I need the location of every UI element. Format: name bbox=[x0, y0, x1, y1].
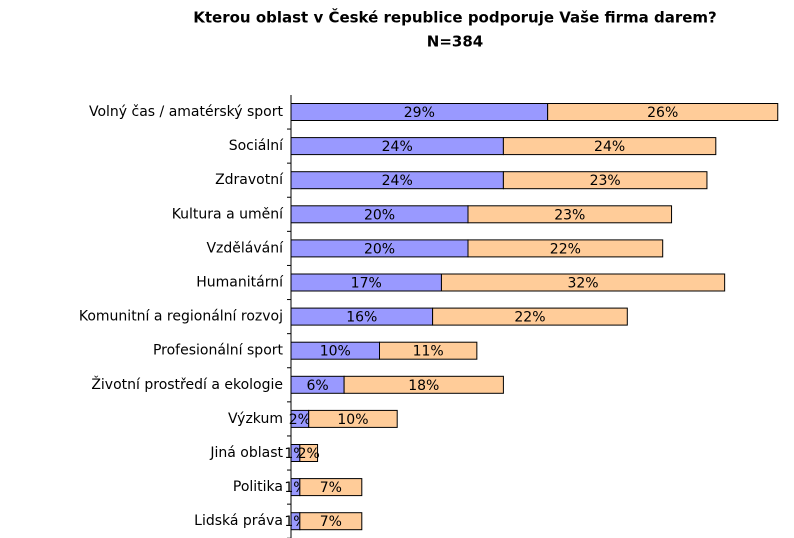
bar-segment bbox=[343, 375, 504, 394]
category-label: Výzkum bbox=[228, 411, 283, 427]
bar-segment bbox=[502, 137, 717, 156]
category-label: Zdravotní bbox=[215, 172, 284, 188]
category-label: Kultura a umění bbox=[172, 206, 284, 222]
category-label: Humanitární bbox=[196, 275, 284, 291]
bar-segment bbox=[502, 171, 708, 190]
value-label: 10% bbox=[337, 412, 368, 428]
value-label: 23% bbox=[590, 173, 621, 189]
value-label: 26% bbox=[647, 105, 678, 121]
value-label: 20% bbox=[364, 241, 395, 257]
value-label: 24% bbox=[382, 173, 413, 189]
value-label: 17% bbox=[351, 276, 382, 292]
category-label: Volný čas / amatérský sport bbox=[89, 104, 284, 120]
category-label: Lidská práva bbox=[194, 513, 283, 529]
value-label: 24% bbox=[382, 139, 413, 155]
bar-segment bbox=[299, 478, 363, 497]
value-label: 7% bbox=[320, 480, 342, 496]
category-label: Vzdělávání bbox=[206, 240, 284, 256]
value-label: 10% bbox=[320, 344, 351, 360]
category-label: Politika bbox=[233, 479, 283, 495]
value-label: 24% bbox=[594, 139, 625, 155]
category-label: Jiná oblast bbox=[209, 445, 283, 461]
bar-segment bbox=[440, 273, 726, 292]
value-label: 6% bbox=[306, 378, 328, 394]
value-label: 2% bbox=[298, 446, 320, 462]
bar-segment bbox=[432, 307, 628, 326]
category-label: Profesionální sport bbox=[153, 343, 284, 359]
value-label: 16% bbox=[346, 310, 377, 326]
value-label: 20% bbox=[364, 207, 395, 223]
category-label: Sociální bbox=[229, 138, 284, 154]
value-label: 32% bbox=[567, 276, 598, 292]
bar-segment bbox=[308, 409, 398, 428]
value-label: 22% bbox=[514, 310, 545, 326]
bar-segment bbox=[299, 512, 363, 531]
value-label: 29% bbox=[404, 105, 435, 121]
bar-segment bbox=[379, 341, 478, 360]
chart-subtitle: N=384 bbox=[427, 33, 483, 51]
bar-segment bbox=[467, 205, 673, 224]
value-label: 18% bbox=[408, 378, 439, 394]
value-label: 11% bbox=[413, 344, 444, 360]
bar-segment bbox=[547, 103, 779, 121]
value-label: 7% bbox=[320, 514, 342, 530]
bar-segment bbox=[467, 239, 664, 258]
category-label: Životní prostředí a ekologie bbox=[91, 375, 283, 393]
value-label: 22% bbox=[550, 241, 581, 257]
value-label: 23% bbox=[554, 207, 585, 223]
chart-title: Kterou oblast v České republice podporuj… bbox=[193, 8, 717, 27]
bar-segment bbox=[299, 444, 319, 462]
category-label: Komunitní a regionální rozvoj bbox=[79, 309, 283, 325]
value-label: 2% bbox=[289, 412, 311, 428]
